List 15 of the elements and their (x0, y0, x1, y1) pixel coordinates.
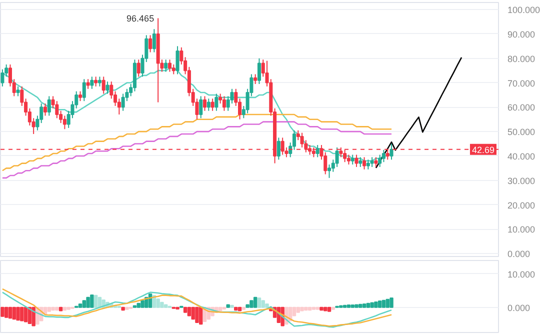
y-tick-label: 10.000 (508, 224, 536, 235)
y-tick-label: 0.000 (508, 302, 530, 313)
y-tick-label: 20.000 (508, 200, 536, 210)
annotation: 96.465 (126, 14, 154, 24)
y-tick-label: 90.000 (508, 29, 536, 40)
y-tick-label: 60.000 (508, 102, 536, 113)
y-tick-label: 10.000 (508, 269, 536, 280)
ref-line-label: 42.69 (472, 144, 495, 155)
y-tick-label: 40.000 (508, 151, 536, 162)
y-tick-label: 80.000 (508, 54, 536, 64)
y-tick-label: 30.000 (508, 176, 536, 186)
y-tick-label: 0.000 (508, 249, 530, 260)
y-tick-label: 70.000 (508, 78, 536, 88)
y-tick-label: 100.000 (508, 5, 540, 16)
y-tick-label: 50.000 (508, 127, 536, 138)
